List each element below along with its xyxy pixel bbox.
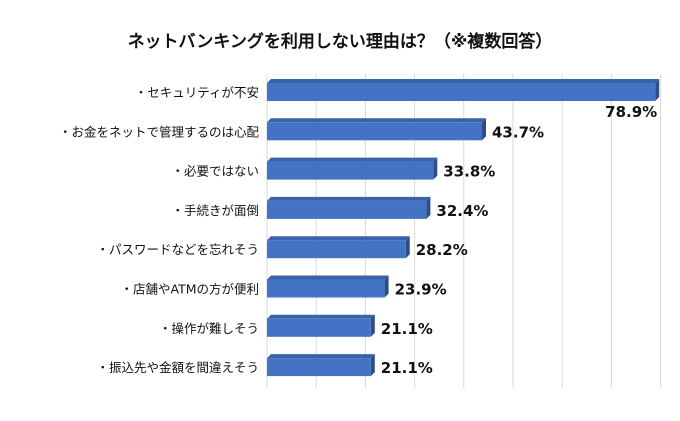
data-label: 21.1% (381, 359, 433, 377)
bar-side (426, 196, 431, 219)
category-label: ・パスワードなどを忘れそう (96, 242, 259, 257)
data-label: 33.8% (443, 163, 495, 181)
bar-top (267, 275, 389, 280)
category-label: ・店舗やATMの方が便利 (120, 282, 259, 297)
bar (267, 358, 371, 377)
bar (267, 83, 656, 101)
bar (267, 200, 427, 219)
data-label: 78.9% (605, 103, 657, 121)
data-label: 21.1% (381, 320, 433, 338)
bar (267, 318, 371, 337)
bar-side (370, 314, 375, 337)
bar (267, 122, 483, 141)
category-label: ・必要ではない (171, 164, 259, 179)
category-label: ・お金をネットで管理するのは心配 (59, 124, 260, 139)
bar-side (405, 236, 410, 259)
chart-title: ネットバンキングを利用しない理由は？（※複数回答） (127, 32, 553, 52)
bar-side (655, 79, 660, 101)
category-label: ・操作が難しそう (159, 321, 259, 336)
data-label: 43.7% (492, 123, 544, 141)
bar (267, 240, 406, 259)
data-label: 23.9% (395, 281, 447, 299)
bar-top (267, 196, 431, 201)
bar (267, 161, 434, 180)
bar-side (384, 275, 389, 298)
bar-top (267, 118, 487, 123)
bar-side (482, 118, 487, 141)
data-label: 28.2% (416, 241, 468, 259)
category-label: ・セキュリティが不安 (135, 85, 259, 100)
bar-side (370, 354, 375, 377)
category-label: ・振込先や金額を間違えそう (96, 360, 259, 375)
bar-top (267, 354, 375, 359)
bar-top (267, 236, 410, 241)
bar-top (267, 314, 375, 319)
bar-side (433, 157, 438, 180)
data-label: 32.4% (436, 202, 488, 220)
bar (267, 279, 385, 298)
bar-top (267, 157, 438, 162)
bar-top (267, 79, 660, 83)
category-label: ・手続きが面倒 (171, 203, 259, 218)
